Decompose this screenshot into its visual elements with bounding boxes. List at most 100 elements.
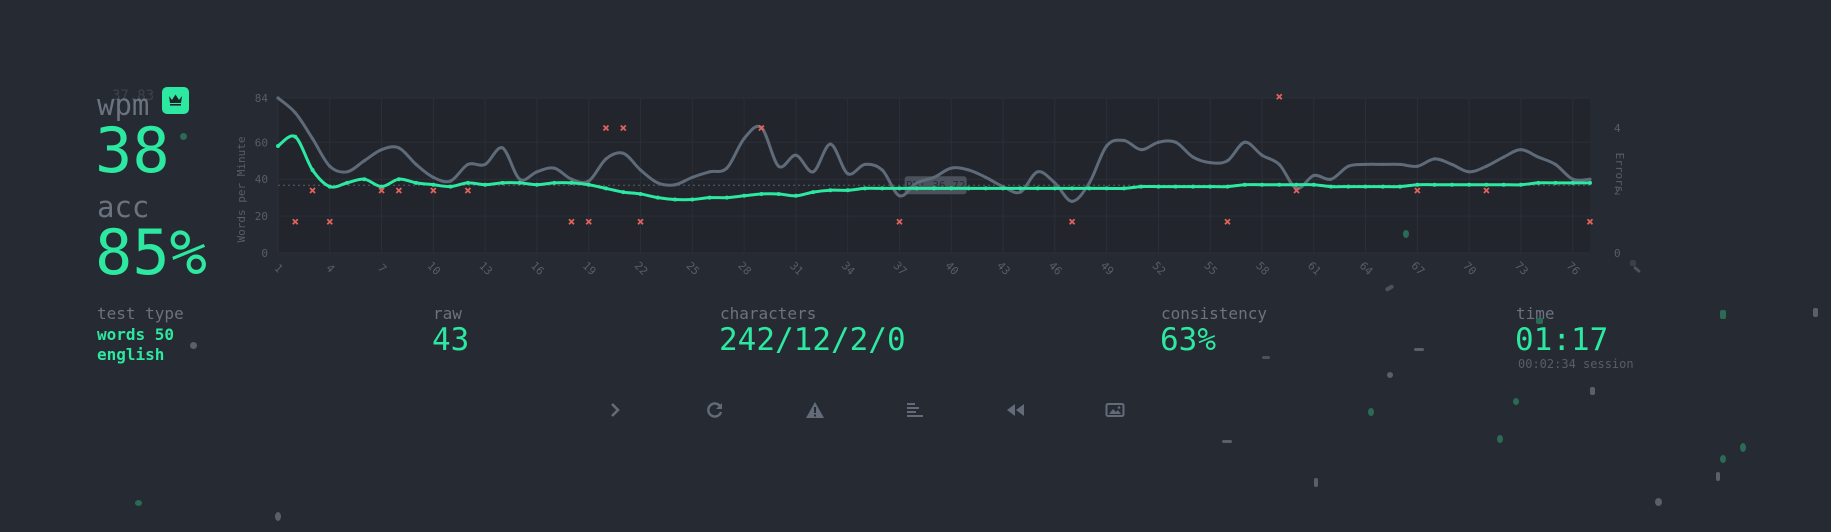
raw-point xyxy=(1035,170,1040,174)
x-tick-label: 37 xyxy=(891,259,910,278)
raw-point xyxy=(328,164,332,168)
wpm-point xyxy=(690,197,695,202)
wpm-point xyxy=(897,186,902,191)
test-type-mode: words 50 xyxy=(97,325,175,344)
raw-point xyxy=(1536,155,1540,159)
raw-point xyxy=(1363,162,1368,167)
x-tick-label: 31 xyxy=(787,259,806,278)
y-axis-title: Words per Minute xyxy=(235,137,248,243)
raw-point xyxy=(707,170,712,174)
error-point xyxy=(1276,93,1283,100)
raw-point xyxy=(966,168,971,172)
raw-point xyxy=(1450,162,1454,167)
wpm-point xyxy=(362,177,367,182)
raw-point xyxy=(897,194,902,198)
wpm-point xyxy=(1139,184,1144,189)
wpm-point xyxy=(414,180,419,185)
watch-replay-button[interactable] xyxy=(1000,398,1030,422)
error-point xyxy=(326,218,333,225)
wpm-point xyxy=(1553,180,1558,185)
wpm-point xyxy=(431,182,436,187)
raw-point xyxy=(362,159,366,163)
wpm-point xyxy=(396,177,401,182)
raw-point xyxy=(932,175,936,179)
wpm-point xyxy=(1052,186,1057,191)
wpm-point xyxy=(949,186,954,191)
raw-point xyxy=(604,157,608,161)
raw-point xyxy=(1329,177,1333,181)
wpm-point xyxy=(327,184,332,189)
error-point xyxy=(464,187,472,194)
raw-point xyxy=(742,136,746,141)
wpm-point xyxy=(293,134,298,139)
raw-point xyxy=(1225,159,1230,163)
raw-value: 43 xyxy=(432,322,470,358)
report-button[interactable] xyxy=(800,398,830,422)
error-point xyxy=(378,187,385,194)
words-history-button[interactable] xyxy=(900,398,930,422)
wpm-point xyxy=(552,180,557,185)
wpm-point xyxy=(500,180,505,185)
x-tick-label: 43 xyxy=(994,259,1013,278)
wpm-point xyxy=(1001,186,1006,191)
raw-point xyxy=(1260,153,1264,157)
raw-point xyxy=(828,142,833,146)
error-point xyxy=(637,218,644,225)
raw-point xyxy=(1571,177,1575,181)
x-tick-label: 22 xyxy=(632,259,651,278)
wpm-point xyxy=(724,195,729,200)
raw-point xyxy=(414,162,418,167)
raw-point xyxy=(915,181,919,185)
x-tick-label: 40 xyxy=(942,259,961,278)
raw-point xyxy=(673,183,677,187)
warning-icon xyxy=(806,402,824,418)
wpm-point xyxy=(914,186,919,191)
raw-point xyxy=(1277,162,1281,167)
raw-point xyxy=(1588,177,1592,181)
wpm-point xyxy=(880,186,885,191)
x-tick-label: 58 xyxy=(1253,259,1272,278)
chevron-right-icon xyxy=(611,403,620,417)
raw-point xyxy=(863,162,867,167)
raw-point xyxy=(1208,160,1212,165)
test-type-label: test type xyxy=(97,304,184,323)
wpm-point xyxy=(379,184,384,189)
wpm-point xyxy=(1070,186,1075,191)
raw-point xyxy=(638,168,643,172)
restart-test-button[interactable] xyxy=(700,398,730,422)
wpm-point xyxy=(1260,182,1264,187)
error-point xyxy=(1414,187,1421,194)
next-test-button[interactable] xyxy=(600,398,630,422)
x-tick-label: 25 xyxy=(684,259,703,278)
save-screenshot-button[interactable] xyxy=(1100,398,1130,422)
x-tick-label: 73 xyxy=(1512,259,1531,278)
error-point xyxy=(896,218,903,225)
raw-point xyxy=(846,172,850,176)
raw-point xyxy=(1467,170,1471,174)
error-point xyxy=(292,218,299,225)
error-point xyxy=(430,187,437,194)
raw-point xyxy=(1484,164,1489,168)
x-tick-label: 4 xyxy=(323,262,337,276)
raw-point xyxy=(984,175,988,179)
raw-point xyxy=(1174,140,1178,144)
raw-point xyxy=(725,166,729,170)
x-tick-label: 16 xyxy=(528,259,547,278)
y-tick-label: 60 xyxy=(255,136,268,149)
raw-point xyxy=(535,170,539,174)
raw-point xyxy=(1191,155,1195,159)
wpm-point xyxy=(1277,182,1282,187)
wpm-point xyxy=(1121,186,1126,191)
raw-point xyxy=(466,162,470,167)
wpm-point xyxy=(1518,182,1523,187)
x-tick-label: 76 xyxy=(1564,259,1583,278)
raw-point xyxy=(1381,162,1385,167)
x-tick-label: 7 xyxy=(375,262,389,276)
raw-point xyxy=(1018,190,1022,194)
wpm-point xyxy=(310,167,315,172)
wpm-point xyxy=(1018,186,1023,191)
consistency-label: consistency xyxy=(1161,304,1267,323)
error-point xyxy=(620,124,627,132)
x-tick-label: 64 xyxy=(1357,259,1376,278)
y2-tick-label: 2 xyxy=(1614,185,1621,198)
